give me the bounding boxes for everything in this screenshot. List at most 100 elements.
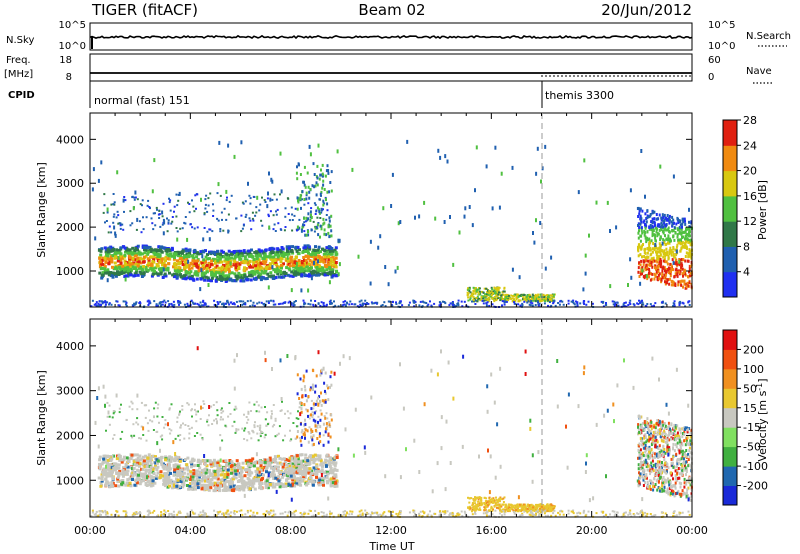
velocity-data-point — [226, 473, 230, 477]
power-data-point — [110, 303, 113, 306]
power-data-point — [213, 303, 216, 306]
power-data-point — [330, 234, 333, 238]
power-data-point — [655, 226, 657, 230]
power-data-point — [659, 164, 662, 169]
power-data-point — [125, 274, 128, 278]
power-data-point — [112, 221, 115, 224]
power-data-point — [654, 236, 657, 240]
power-data-point — [251, 211, 254, 214]
power-data-point — [362, 302, 365, 305]
velocity-data-point — [138, 454, 142, 458]
power-data-point — [178, 191, 181, 196]
power-data-point — [474, 297, 476, 300]
velocity-data-point — [324, 464, 328, 468]
power-data-point — [107, 231, 110, 234]
power-data-point — [114, 274, 118, 278]
power-data-point — [276, 266, 280, 270]
power-data-point — [152, 251, 156, 255]
power-data-point — [172, 300, 175, 303]
power-data-point — [650, 226, 653, 229]
power-data-point — [290, 303, 293, 306]
power-data-point — [274, 230, 277, 232]
power-data-point — [323, 188, 326, 191]
power-data-point — [147, 299, 150, 302]
power-data-point — [312, 304, 315, 307]
velocity-data-point — [251, 484, 255, 488]
power-data-point — [639, 272, 642, 276]
power-data-point — [484, 296, 486, 299]
power-data-point — [681, 225, 683, 229]
velocity-data-point — [259, 469, 263, 472]
power-data-point — [275, 198, 278, 201]
power-data-point — [107, 246, 111, 250]
velocity-data-point — [164, 458, 167, 462]
power-data-point — [147, 261, 151, 265]
power-data-point — [131, 256, 135, 260]
power-data-point — [319, 235, 321, 239]
power-data-point — [204, 302, 207, 305]
power-data-point — [664, 260, 667, 264]
power-data-point — [224, 274, 228, 278]
power-data-point — [194, 194, 197, 197]
power-data-point — [249, 278, 253, 282]
power-data-point — [307, 185, 310, 189]
power-data-point — [162, 300, 164, 303]
power-data-point — [274, 303, 277, 306]
velocity-data-point — [295, 470, 299, 474]
velocity-data-point — [312, 455, 315, 459]
power-data-point — [662, 252, 665, 256]
power-data-point — [544, 300, 547, 303]
power-data-point — [659, 263, 662, 267]
velocity-data-point — [149, 477, 153, 481]
power-data-point — [254, 267, 258, 271]
power-data-point — [496, 295, 499, 298]
power-data-point — [291, 219, 294, 221]
power-data-point — [292, 304, 295, 307]
power-data-point — [661, 272, 664, 276]
velocity-data-point — [136, 481, 139, 485]
power-data-point — [687, 255, 690, 259]
velocity-data-point — [219, 482, 223, 486]
power-data-point — [663, 249, 666, 253]
power-data-point — [320, 190, 323, 194]
power-data-point — [252, 301, 255, 304]
power-data-point — [663, 239, 666, 243]
power-data-point — [638, 261, 641, 265]
power-data-point — [242, 300, 245, 303]
power-data-point — [623, 304, 626, 307]
power-data-point — [622, 303, 625, 306]
power-data-point — [382, 206, 385, 211]
power-data-point — [326, 164, 329, 168]
velocity-data-point — [128, 481, 132, 485]
power-data-point — [162, 202, 165, 205]
power-data-point — [651, 247, 654, 251]
power-data-point — [168, 201, 171, 204]
power-data-point — [216, 192, 219, 195]
velocity-data-point — [140, 457, 144, 461]
power-data-point — [305, 191, 308, 195]
power-data-point — [551, 294, 554, 297]
velocity-data-point — [196, 464, 200, 467]
power-data-point — [497, 293, 500, 296]
power-data-point — [290, 250, 294, 253]
power-data-point — [333, 262, 337, 266]
velocity-data-point — [265, 465, 269, 469]
velocity-data-point — [153, 481, 157, 485]
power-data-point — [380, 304, 383, 307]
power-data-point — [225, 276, 229, 280]
velocity-data-point — [192, 472, 196, 476]
velocity-data-point — [228, 459, 232, 462]
power-data-point — [233, 272, 237, 276]
power-data-point — [179, 227, 182, 230]
power-data-point — [272, 276, 276, 280]
power-data-point — [206, 257, 210, 261]
power-data-point — [111, 249, 115, 253]
power-data-point — [244, 267, 248, 271]
power-data-point — [116, 272, 120, 276]
power-data-point — [217, 271, 221, 275]
velocity-data-point — [120, 482, 123, 486]
power-data-point — [682, 258, 685, 261]
power-data-point — [552, 295, 555, 298]
power-data-point — [641, 299, 643, 302]
velocity-data-point — [223, 485, 227, 489]
